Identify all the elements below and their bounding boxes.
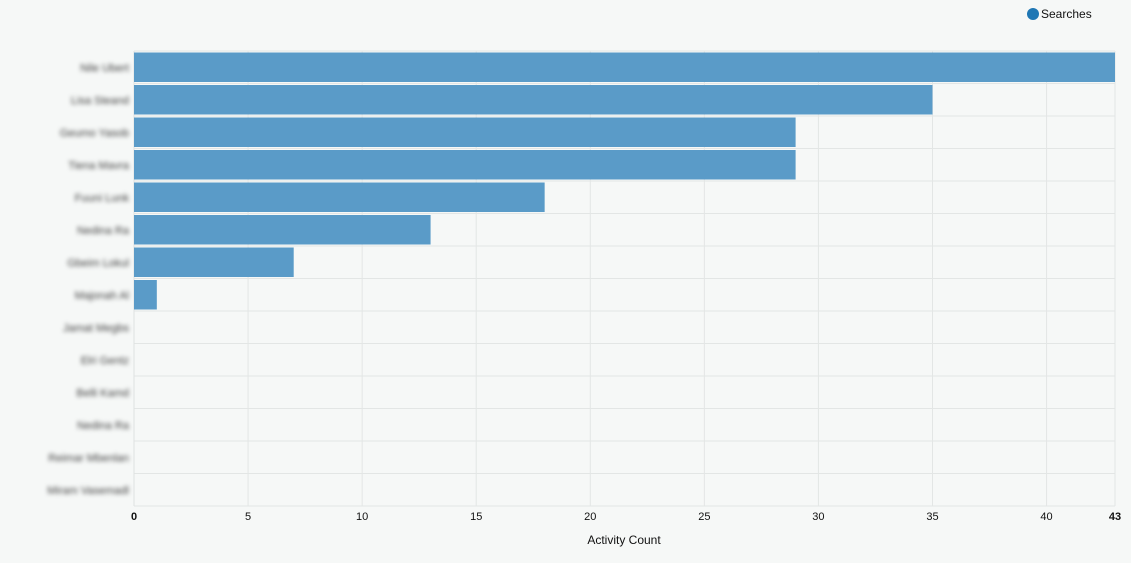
category-label: Fuuni Lunk: [75, 192, 130, 204]
bar[interactable]: [134, 215, 431, 245]
x-tick-label: 20: [584, 511, 596, 523]
legend-swatch: [1027, 8, 1039, 20]
bar[interactable]: [134, 182, 545, 213]
category-label: Geumo Yasob: [60, 127, 129, 139]
x-axis-ticks: 0 5 10 15 20 25 30 35 40 43: [131, 511, 1121, 523]
x-tick-label: 15: [470, 511, 482, 523]
x-tick-label: 35: [926, 511, 938, 523]
x-tick-label: 5: [245, 511, 251, 523]
bar[interactable]: [134, 280, 157, 310]
category-label: Gbeim Lokul: [67, 257, 129, 269]
bar[interactable]: [134, 150, 796, 180]
category-labels: Nile Ubert Lisa Steand Geumo Yasob Tiena Ma…: [47, 62, 130, 497]
x-axis-title: Activity Count: [587, 533, 661, 547]
category-label: Jamat Megbs: [63, 322, 130, 334]
category-label: Reimar Mbenlan: [48, 452, 129, 464]
bar[interactable]: [134, 85, 933, 115]
bar[interactable]: [134, 52, 1115, 83]
category-label: Nedina Ra: [77, 225, 130, 237]
x-tick-label: 40: [1040, 511, 1052, 523]
bar[interactable]: [134, 247, 294, 278]
bar[interactable]: [134, 117, 796, 148]
legend-label: Searches: [1041, 7, 1092, 21]
x-tick-label: 10: [356, 511, 368, 523]
category-label: Majonah Al: [75, 290, 129, 302]
chart-legend[interactable]: Searches: [1027, 7, 1092, 21]
category-label: Lisa Steand: [71, 95, 129, 107]
category-label: Nedina Ra: [77, 420, 130, 432]
x-tick-label: 30: [812, 511, 824, 523]
category-label: Belli Kamd: [76, 387, 129, 399]
x-tick-label: 0: [131, 511, 137, 523]
category-label: Tiena Mavra: [68, 160, 130, 172]
category-label: Elri Gentz: [81, 355, 129, 367]
category-label: Nile Ubert: [80, 62, 129, 74]
x-tick-label: 43: [1109, 511, 1121, 523]
x-tick-label: 25: [698, 511, 710, 523]
category-label: Miram Vasemadl: [47, 485, 129, 497]
bars: [134, 52, 1115, 310]
